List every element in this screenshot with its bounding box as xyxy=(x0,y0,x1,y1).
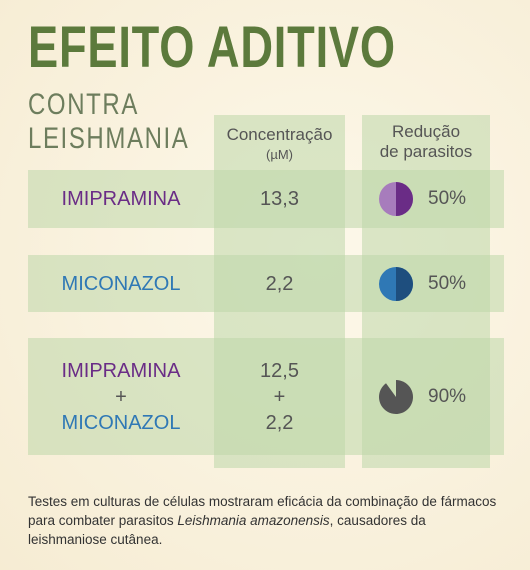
row-band xyxy=(28,338,504,455)
row-band xyxy=(28,255,504,312)
pie-icon xyxy=(379,379,413,414)
subtitle: LEISHMANIA xyxy=(28,122,190,155)
row-band xyxy=(28,170,504,228)
concentration-cell: 12,5 +2,2 xyxy=(214,338,345,455)
footer-species: Leishmania amazonensis xyxy=(177,513,330,528)
header-line: Redução xyxy=(391,122,461,141)
footer-text: , causadores da leishmaniose cutânea. xyxy=(28,513,426,547)
footer-text: Testes em culturas de células mostraram … xyxy=(28,494,497,528)
drug-cell: IMIPRAMINA xyxy=(28,170,214,228)
drug-cell: MICONAZOL xyxy=(28,255,214,312)
concentration-cell: 13,3 xyxy=(214,170,345,228)
drug-name: + xyxy=(115,385,127,408)
header-unit: (µM) xyxy=(266,147,293,162)
pie-slice xyxy=(379,379,413,414)
drug-name: MICONAZOL xyxy=(61,411,181,434)
drug-name: MICONAZOL xyxy=(61,272,181,295)
reduction-label: 50% xyxy=(428,272,467,294)
title: EFEITO ADITIVO xyxy=(28,15,396,80)
reduction-label: 90% xyxy=(428,385,467,407)
concentration-cell: 2,2 xyxy=(214,255,345,312)
concentration: 2,2 xyxy=(265,411,294,434)
concentration: 13,3 xyxy=(260,188,299,210)
drug-cell: IMIPRAMINA + MICONAZOL xyxy=(28,338,214,455)
header-line: de parasitos xyxy=(379,142,473,161)
pie-slice xyxy=(396,182,413,216)
concentration: + xyxy=(273,385,286,408)
column-header: Concentração (µM) xyxy=(214,125,345,165)
pie-icon xyxy=(379,266,413,301)
concentration: 12,5 xyxy=(260,359,299,382)
concentration: 2,2 xyxy=(265,272,294,295)
subtitle: CONTRA xyxy=(28,88,139,121)
footer: Testes em culturas de células mostraram … xyxy=(28,492,498,549)
reduction-label: 50% xyxy=(428,188,467,209)
drug-name: IMIPRAMINA xyxy=(61,359,181,382)
header-line: Concentração xyxy=(226,125,333,144)
pie-icon xyxy=(379,182,413,216)
column-header: Redução de parasitos xyxy=(355,122,497,162)
drug-name: IMIPRAMINA xyxy=(61,188,181,210)
pie-slice xyxy=(396,266,413,301)
